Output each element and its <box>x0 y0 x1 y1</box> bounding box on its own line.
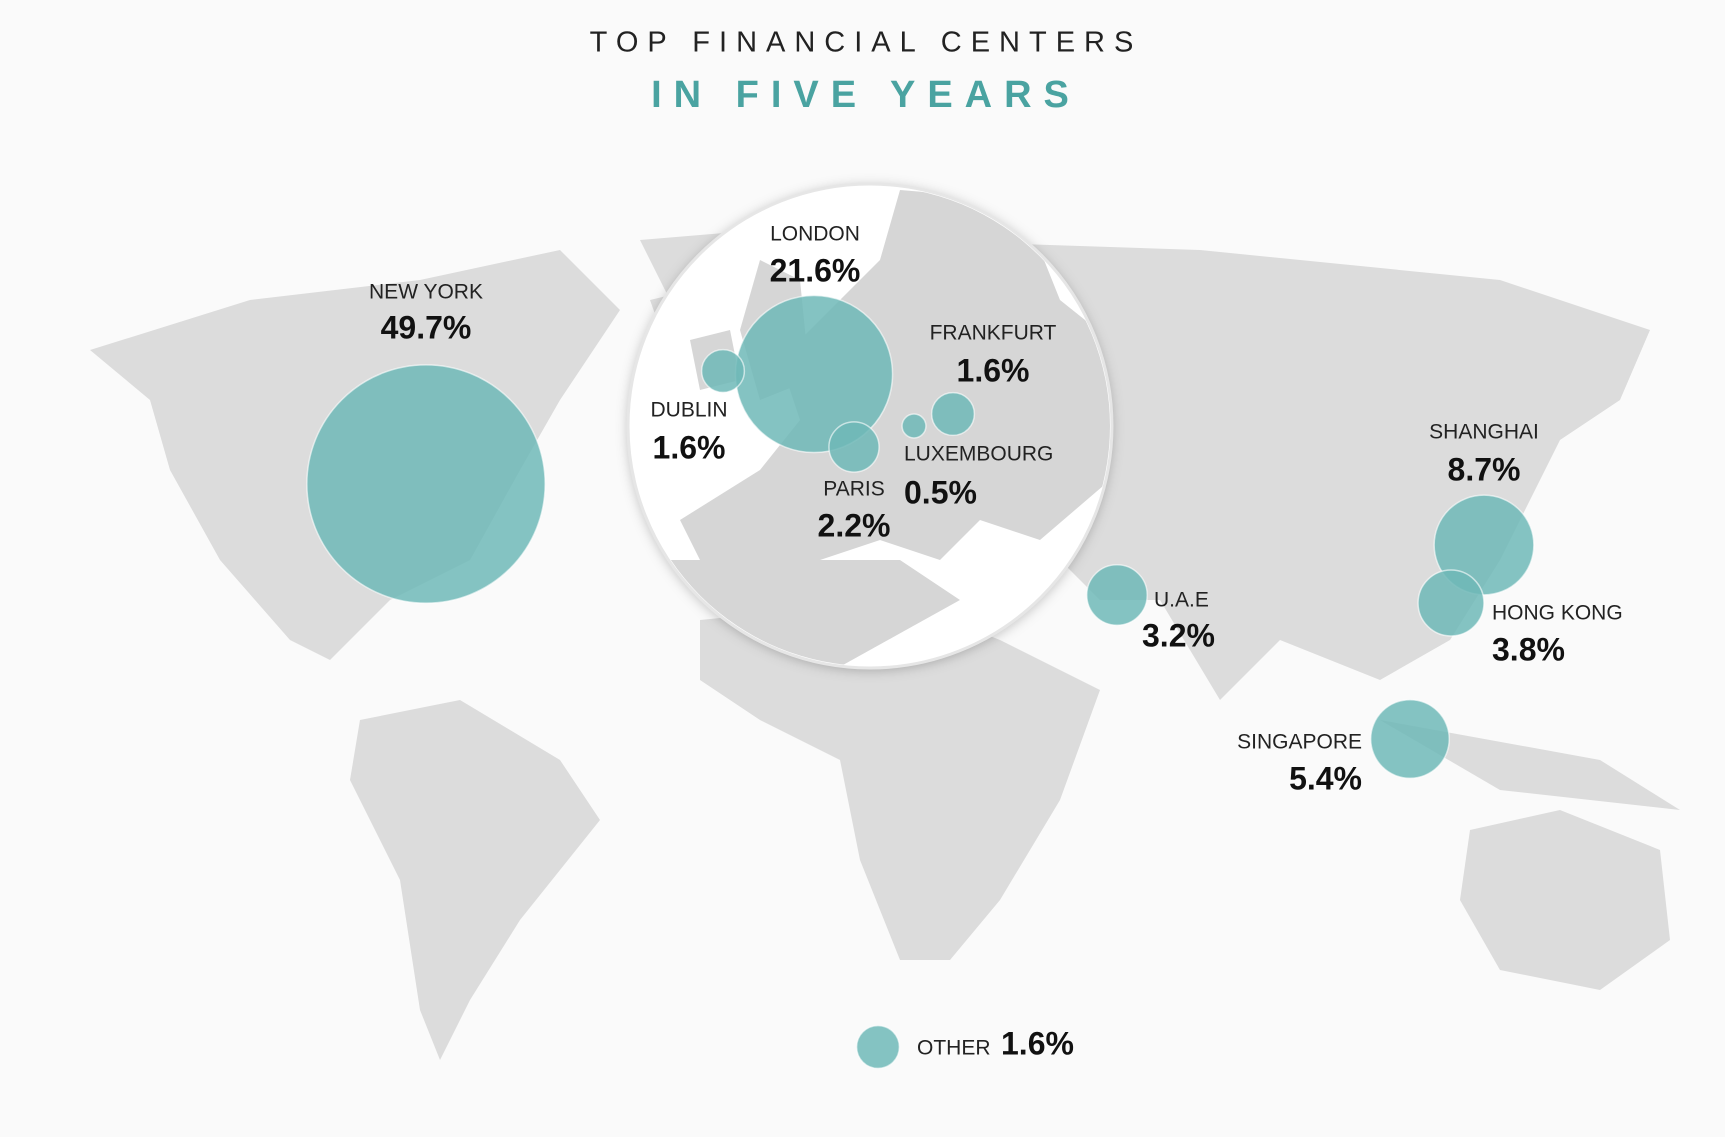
value-label: 1.6% <box>957 352 1030 388</box>
center-name: LUXEMBOURG <box>904 443 1053 466</box>
value-label: 2.2% <box>818 507 891 543</box>
center-name: DUBLIN <box>650 399 727 422</box>
bubble <box>1417 569 1485 637</box>
center-name: U.A.E <box>1154 589 1209 612</box>
title: TOP FINANCIAL CENTERS <box>590 27 1143 59</box>
bubble <box>855 1024 901 1070</box>
bubble <box>901 413 927 439</box>
value-label: 1.6% <box>653 429 726 465</box>
value-label: 1.6% <box>1001 1025 1074 1061</box>
center-name: OTHER <box>917 1037 991 1060</box>
bubble <box>1433 494 1535 596</box>
bubble <box>930 391 976 437</box>
value-label: 21.6% <box>770 252 861 288</box>
center-name: SINGAPORE <box>1237 731 1362 754</box>
bubble <box>1086 564 1148 626</box>
center-name: SHANGHAI <box>1429 421 1539 444</box>
bubble <box>1369 698 1451 780</box>
center-name: HONG KONG <box>1492 602 1623 625</box>
bubbles: NEW YORK 49.7% LONDON 21.6% DUBLIN 1.6% FRANKF… <box>306 223 1623 1070</box>
value-label: 49.7% <box>381 309 472 345</box>
value-label: 3.8% <box>1492 631 1565 667</box>
bubble <box>306 364 546 604</box>
center-name: LONDON <box>770 223 860 246</box>
center-name: PARIS <box>823 478 884 501</box>
center-name: FRANKFURT <box>930 322 1057 345</box>
value-label: 5.4% <box>1289 760 1362 796</box>
center-name: NEW YORK <box>369 281 483 304</box>
value-label: 3.2% <box>1142 617 1215 653</box>
bubble <box>700 348 746 394</box>
value-label: 8.7% <box>1448 451 1521 487</box>
value-label: 0.5% <box>904 474 977 510</box>
subtitle: IN FIVE YEARS <box>651 74 1081 116</box>
bubble <box>828 421 880 473</box>
